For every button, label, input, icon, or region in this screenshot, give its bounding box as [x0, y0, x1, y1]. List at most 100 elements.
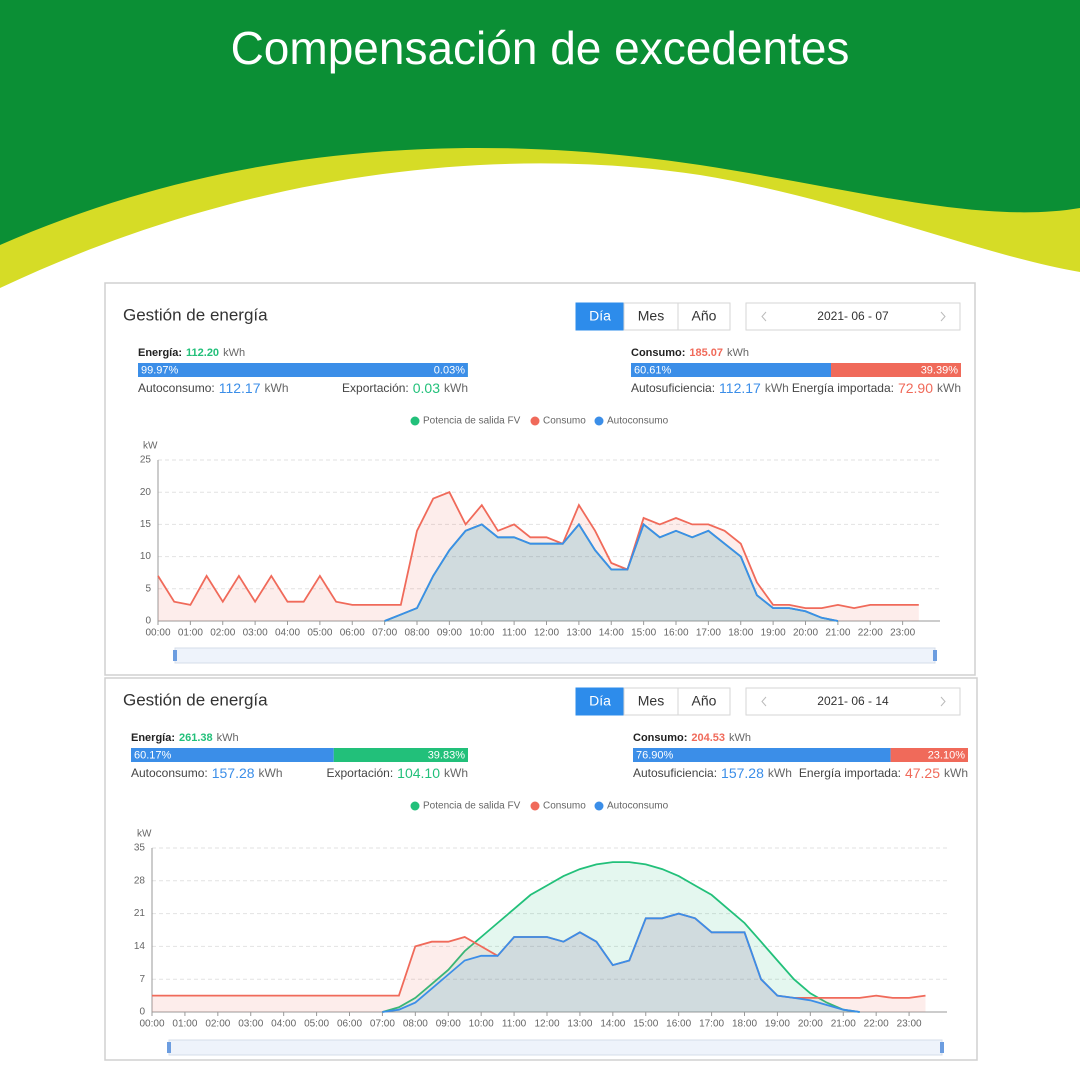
self-sufficiency: Autosuficiencia: 157.28 kWh — [633, 765, 792, 781]
prev-arrow[interactable] — [761, 696, 767, 707]
x-tick-label: 06:00 — [340, 628, 365, 639]
legend-dot — [530, 416, 540, 426]
x-tick-label: 12:00 — [534, 628, 559, 639]
self-sufficiency-part: 112.17 — [719, 380, 761, 396]
tab[interactable] — [623, 687, 679, 716]
share-bar — [333, 748, 468, 762]
x-tick-label: 19:00 — [765, 1019, 790, 1030]
date-picker[interactable] — [745, 302, 961, 331]
tab-label[interactable]: Día — [589, 308, 611, 324]
x-tick-label: 07:00 — [370, 1019, 395, 1030]
export-part: Exportación: — [326, 766, 393, 780]
self-consumption-part: 157.28 — [212, 765, 255, 781]
self-sufficiency-part: kWh — [765, 381, 789, 395]
tab[interactable] — [623, 302, 679, 331]
x-tick-label: 21:00 — [831, 1019, 856, 1030]
share-bar — [631, 363, 832, 377]
zoom-slider[interactable] — [168, 1039, 943, 1056]
series-line — [157, 491, 919, 610]
x-tick-label: 20:00 — [798, 1019, 823, 1030]
consumption-total-part: 185.07 — [689, 347, 723, 359]
share-bar — [890, 748, 968, 762]
header-wave-white — [0, 163, 1080, 300]
export-part: 104.10 — [397, 765, 440, 781]
x-tick-label: 06:00 — [337, 1019, 362, 1030]
legend-dot — [594, 801, 604, 811]
energy-panel: Gestión de energía Día Mes Año 2021- 06 - 14… — [104, 677, 978, 1061]
x-tick-label: 18:00 — [728, 628, 753, 639]
series-line — [382, 861, 860, 1013]
legend-dot — [410, 416, 420, 426]
zoom-handle[interactable] — [940, 1042, 944, 1053]
y-tick-label: 20 — [140, 487, 152, 498]
tab-label[interactable]: Mes — [638, 693, 664, 709]
y-tick-label: 25 — [140, 455, 152, 466]
zoom-handle[interactable] — [167, 1042, 171, 1053]
x-tick-label: 00:00 — [139, 1019, 164, 1030]
share-label: 39.83% — [428, 749, 466, 761]
imported: Energía importada: 72.90 kWh — [792, 380, 961, 396]
share-bar — [138, 363, 468, 377]
tab-label[interactable]: Día — [589, 693, 611, 709]
x-tick-label: 23:00 — [890, 628, 915, 639]
y-tick-label: 21 — [134, 908, 146, 919]
series-area — [382, 913, 860, 1012]
y-tick-label: 15 — [140, 519, 152, 530]
zoom-slider[interactable] — [174, 647, 936, 664]
x-tick-label: 02:00 — [210, 628, 235, 639]
x-tick-label: 03:00 — [238, 1019, 263, 1030]
share-label: 39.39% — [921, 364, 959, 376]
date-picker[interactable] — [745, 687, 961, 716]
x-tick-label: 12:00 — [534, 1019, 559, 1030]
x-tick-label: 16:00 — [666, 1019, 691, 1030]
x-tick-label: 14:00 — [599, 628, 624, 639]
self-consumption-part: Autoconsumo: — [131, 766, 208, 780]
energy-total-part: Energía: — [131, 732, 175, 744]
y-axis-label: kW — [137, 829, 152, 840]
y-tick-label: 0 — [139, 1007, 145, 1018]
export: Exportación: 104.10 kWh — [326, 765, 468, 781]
legend-dot — [530, 801, 540, 811]
tab[interactable] — [575, 687, 625, 716]
export-part: Exportación: — [342, 381, 409, 395]
series-area — [158, 492, 919, 621]
tab-label[interactable]: Mes — [638, 308, 664, 324]
legend-dot — [594, 416, 604, 426]
series-area — [384, 524, 838, 621]
tab[interactable] — [575, 302, 625, 331]
prev-arrow[interactable] — [761, 311, 767, 322]
energy-total: Energía: 112.20 kWh — [138, 347, 245, 359]
energy-total: Energía: 261.38 kWh — [131, 732, 239, 744]
imported: Energía importada: 47.25 kWh — [799, 765, 968, 781]
series-line — [382, 912, 860, 1013]
x-tick-label: 03:00 — [243, 628, 268, 639]
x-tick-label: 02:00 — [205, 1019, 230, 1030]
next-arrow[interactable] — [940, 696, 946, 707]
series-line — [384, 522, 839, 622]
tab-label[interactable]: Año — [692, 693, 717, 709]
zoom-handle[interactable] — [173, 650, 177, 661]
legend-label: Consumo — [543, 416, 586, 427]
legend-label: Potencia de salida FV — [423, 416, 521, 427]
consumption-total-part: kWh — [727, 347, 749, 359]
tab[interactable] — [677, 687, 731, 716]
next-arrow[interactable] — [940, 311, 946, 322]
panel-heading: Gestión de energía — [123, 305, 268, 324]
x-tick-label: 16:00 — [663, 628, 688, 639]
x-tick-label: 08:00 — [404, 628, 429, 639]
x-tick-label: 13:00 — [567, 1019, 592, 1030]
tab[interactable] — [677, 302, 731, 331]
tab-label[interactable]: Año — [692, 308, 717, 324]
x-tick-label: 19:00 — [761, 628, 786, 639]
consumption-total: Consumo: 204.53 kWh — [633, 732, 751, 744]
x-tick-label: 05:00 — [307, 628, 332, 639]
imported-part: Energía importada: — [799, 766, 901, 780]
x-tick-label: 10:00 — [469, 1019, 494, 1030]
x-tick-label: 04:00 — [271, 1019, 296, 1030]
self-consumption-part: kWh — [259, 766, 283, 780]
date-value: 2021- 06 - 07 — [817, 309, 889, 323]
legend-label: Autoconsumo — [607, 801, 669, 812]
zoom-handle[interactable] — [933, 650, 937, 661]
x-tick-label: 01:00 — [178, 628, 203, 639]
y-axis-label: kW — [143, 441, 158, 452]
